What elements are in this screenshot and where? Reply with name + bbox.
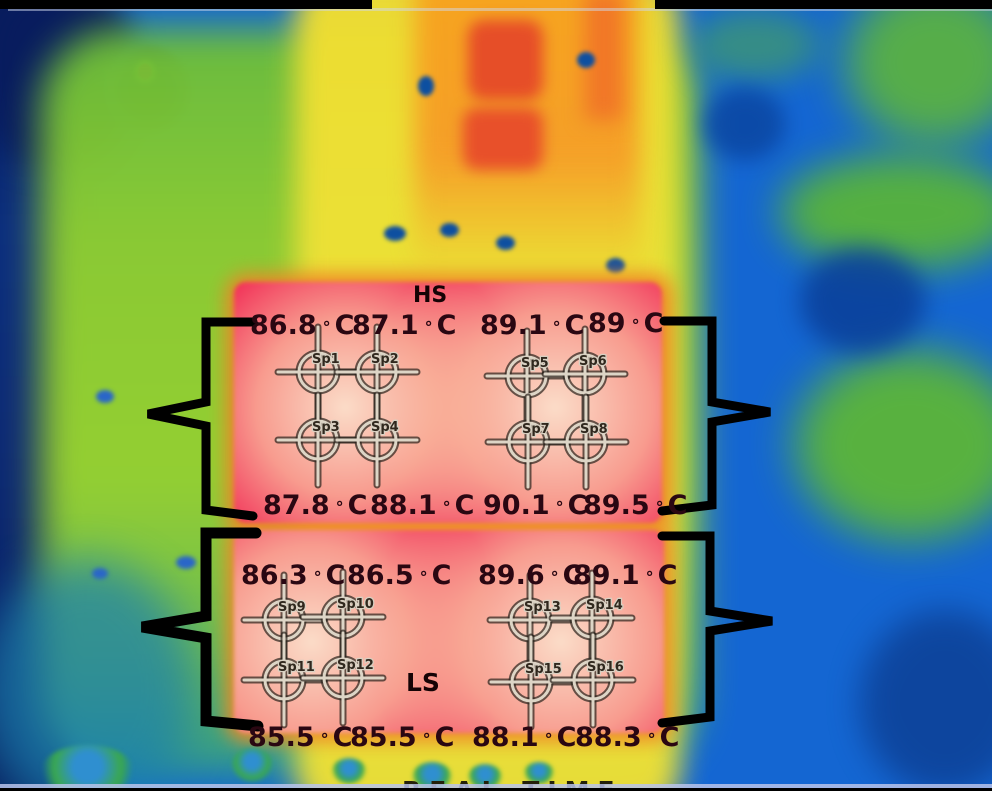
frame-edge-line (0, 784, 992, 789)
spot-label: Sp8 (580, 422, 608, 437)
via-blob (40, 745, 135, 791)
spot-label: Sp4 (371, 420, 399, 435)
cold-blob-bottom-right (860, 610, 992, 791)
via-dot (577, 52, 595, 68)
frame-bar (0, 0, 372, 9)
temp-reading: 90.1 ° C (483, 490, 588, 521)
spot-label: Sp10 (337, 597, 374, 612)
temp-reading: 89.5 ° C (583, 490, 688, 521)
temp-reading: 89.1 ° C (480, 310, 585, 341)
spot-label: Sp9 (278, 600, 306, 615)
hs-hot-region (234, 282, 662, 523)
via-dot (606, 258, 625, 273)
spot-label: Sp6 (579, 354, 607, 369)
temp-reading: 87.8 ° C (263, 490, 368, 521)
temp-reading: 88.1 ° C (370, 490, 475, 521)
warm-wisp (690, 10, 820, 80)
hs-left-brace (147, 317, 258, 521)
spot-markers: Sp1 Sp2 Sp3 Sp4 Sp5 Sp6 Sp7 Sp8 Sp9 Sp10 Sp11 Sp12 S… (240, 323, 637, 731)
via-dot (418, 76, 434, 96)
temp-reading: 85.5 ° C (350, 722, 455, 753)
temp-reading: 85.5 ° C (248, 722, 353, 753)
via-dot (176, 556, 196, 569)
spot-label: Sp1 (312, 352, 340, 367)
ls-left-brace (141, 527, 264, 732)
via-dot (496, 236, 515, 250)
spot-marker-sp16: Sp16 (549, 631, 637, 729)
via-dot (440, 223, 459, 237)
via-dot (96, 390, 114, 403)
temp-reading: 89.1 ° C (573, 560, 678, 591)
spot-marker-sp4: Sp4 (333, 391, 421, 489)
hot-component-bar (463, 108, 543, 170)
cold-blob-right (705, 88, 785, 160)
hot-component-bar (468, 20, 543, 100)
spot-label: Sp7 (522, 422, 550, 437)
temp-reading: 86.5 ° C (347, 560, 452, 591)
spot-marker-sp12: Sp12 (299, 629, 387, 727)
spot-label: Sp14 (586, 598, 623, 613)
via-blob (232, 748, 272, 782)
temp-reading: 86.3 ° C (241, 560, 346, 591)
hs-group-label: HS (413, 283, 448, 308)
via-dot (92, 568, 108, 579)
temp-reading: 89 ° C (588, 308, 664, 339)
via-blob (524, 762, 554, 784)
frame-bar (655, 0, 992, 9)
warm-band-right (780, 155, 992, 270)
spot-label: Sp5 (521, 356, 549, 371)
ls-right-brace (657, 531, 773, 728)
spot-label: Sp2 (371, 352, 399, 367)
temp-reading: 87.1 ° C (352, 310, 457, 341)
frame-edge-line (8, 8, 992, 11)
via-dot (384, 226, 406, 241)
cold-blob-right (800, 248, 925, 353)
via-blob (332, 758, 366, 784)
temp-reading: 89.6 ° C (478, 560, 583, 591)
spot-label: Sp13 (524, 600, 561, 615)
spot-label: Sp11 (278, 660, 315, 675)
temp-reading: 86.8 ° C (250, 310, 355, 341)
spot-label: Sp16 (587, 660, 624, 675)
warm-band-right (795, 350, 992, 540)
frame-bar (0, 788, 992, 791)
hs-right-brace (657, 316, 771, 516)
spot-label: Sp12 (337, 658, 374, 673)
spot-label: Sp3 (312, 420, 340, 435)
spot-marker-sp8: Sp8 (542, 393, 630, 491)
temp-reading: 88.1 ° C (472, 722, 577, 753)
spot-label: Sp15 (525, 662, 562, 677)
ls-group-label: LS (406, 668, 440, 697)
temp-reading: 88.3 ° C (575, 722, 680, 753)
